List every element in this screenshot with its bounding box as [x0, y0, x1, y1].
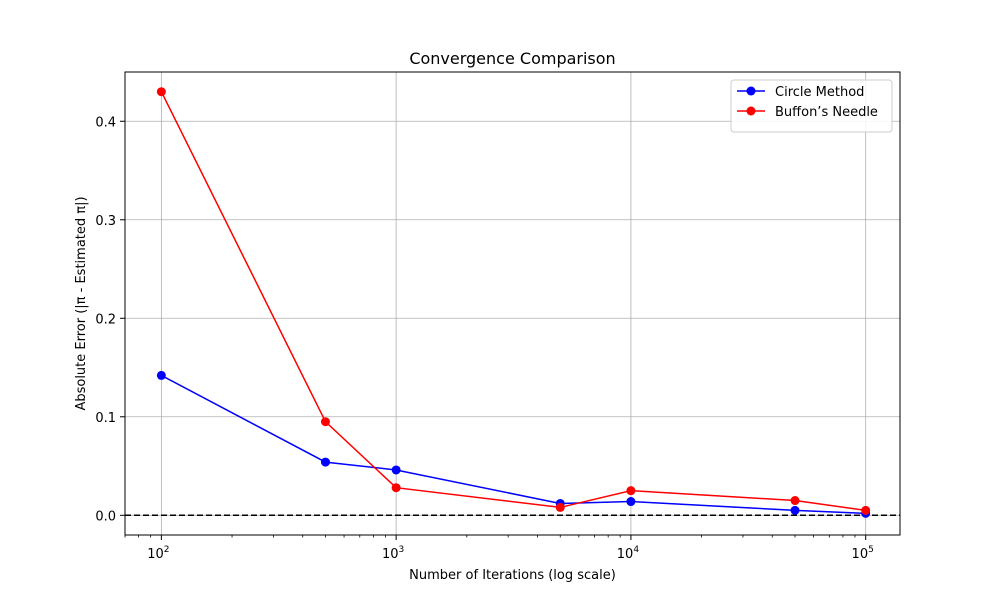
data-point — [790, 505, 800, 515]
legend: Circle Method Buffon’s Needle — [730, 79, 893, 133]
series-line — [160, 91, 866, 512]
plot-frame — [124, 71, 901, 536]
legend-item: Circle Method — [737, 85, 864, 100]
x-axis-label: Number of Iterations (log scale) — [409, 568, 616, 583]
series-0 — [156, 370, 871, 518]
y-tick-label: 0.4 — [95, 115, 116, 130]
y-tick-label: 0.3 — [95, 214, 116, 229]
legend-label: Circle Method — [775, 85, 864, 100]
x-tick-label: 102 — [147, 545, 169, 562]
data-point — [320, 457, 330, 467]
data-point — [156, 370, 166, 380]
y-tick-label: 0.0 — [95, 509, 116, 524]
data-point — [861, 505, 871, 515]
chart-title: Convergence Comparison — [409, 49, 615, 68]
x-tick-label: 105 — [852, 545, 874, 562]
data-point — [790, 496, 800, 506]
data-point — [156, 87, 166, 97]
series-line — [161, 374, 866, 515]
y-axis-label: Absolute Error (|π - Estimated π|) — [74, 196, 89, 410]
data-point — [626, 486, 636, 496]
data-point — [391, 465, 401, 475]
series-1 — [156, 87, 871, 515]
legend-marker — [746, 86, 756, 96]
data-point — [555, 502, 565, 512]
x-tick-label: 104 — [617, 545, 640, 562]
data-point — [626, 497, 636, 507]
x-axis-ticks: 102 103 104 105 — [124, 535, 874, 562]
legend-label: Buffon’s Needle — [775, 105, 878, 120]
x-tick-label: 103 — [382, 545, 404, 562]
data-point — [391, 483, 401, 493]
data-point — [320, 417, 330, 427]
y-axis-ticks: 0.0 0.1 0.2 0.3 0.4 — [95, 115, 125, 524]
legend-item: Buffon’s Needle — [737, 105, 878, 120]
y-tick-label: 0.1 — [95, 411, 116, 426]
legend-marker — [746, 106, 756, 116]
grid — [125, 72, 900, 535]
series-group — [156, 87, 871, 518]
legend-box — [730, 79, 893, 133]
y-tick-label: 0.2 — [95, 312, 116, 327]
